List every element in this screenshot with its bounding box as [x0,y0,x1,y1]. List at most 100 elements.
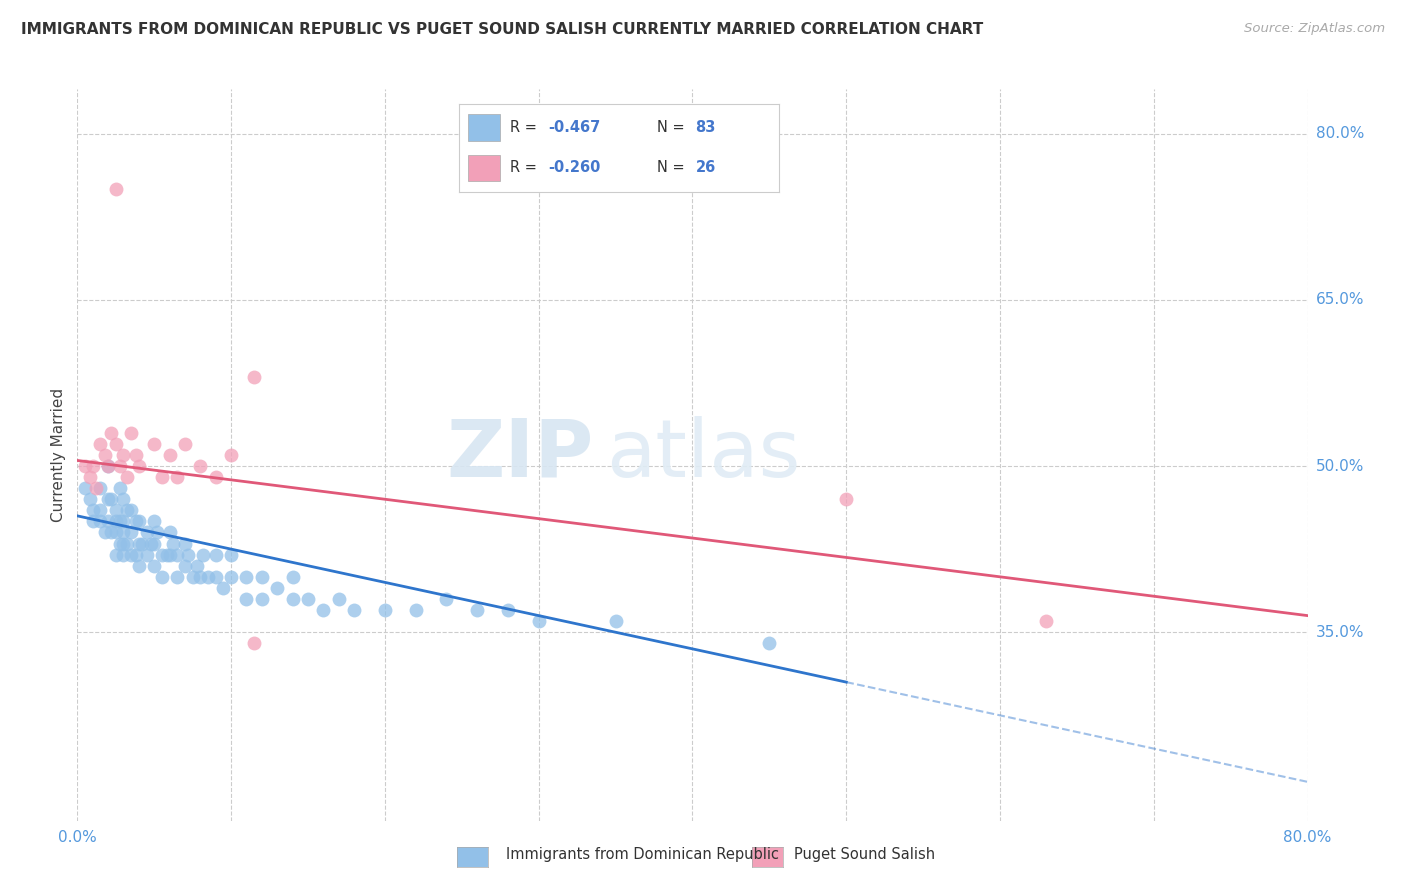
Point [150,470,173,484]
Point [188,458,212,473]
Point [166,570,188,584]
Point [219,570,242,584]
Point [496,603,519,617]
Point [125,515,148,529]
Point [146,525,169,540]
Point [84,481,107,495]
Point [120,548,142,562]
Point [159,448,181,462]
Point [110,458,132,473]
Point [112,525,135,540]
Point [174,437,197,451]
Text: 65.0%: 65.0% [1316,293,1364,307]
Point [110,515,132,529]
Point [128,558,150,573]
Point [97,515,120,529]
Point [73,458,96,473]
Point [97,492,120,507]
Text: 80.0%: 80.0% [1316,126,1364,141]
Point [82,503,104,517]
Point [79,492,101,507]
Point [141,536,163,550]
Point [758,636,780,650]
Point [204,548,226,562]
Point [527,614,550,628]
Point [1035,614,1057,628]
Point [243,370,266,384]
Point [110,481,132,495]
Point [125,448,148,462]
Point [89,503,111,517]
Point [89,515,111,529]
Point [143,515,166,529]
Point [605,614,627,628]
Point [104,437,127,451]
Point [174,536,197,550]
Point [82,515,104,529]
Point [94,448,117,462]
Point [174,558,197,573]
Point [166,470,188,484]
Text: 35.0%: 35.0% [1316,624,1364,640]
Point [128,458,150,473]
Point [150,570,173,584]
Point [135,548,157,562]
Text: IMMIGRANTS FROM DOMINICAN REPUBLIC VS PUGET SOUND SALISH CURRENTLY MARRIED CORRE: IMMIGRANTS FROM DOMINICAN REPUBLIC VS PU… [21,22,983,37]
Text: Source: ZipAtlas.com: Source: ZipAtlas.com [1244,22,1385,36]
Point [436,592,458,607]
Point [94,525,117,540]
Point [193,548,215,562]
Text: atlas: atlas [606,416,800,494]
Point [343,603,366,617]
Point [89,481,111,495]
Point [100,492,122,507]
Point [100,425,122,440]
Point [112,536,135,550]
Point [120,525,142,540]
Point [125,548,148,562]
Point [79,470,101,484]
Text: Immigrants from Dominican Republic: Immigrants from Dominican Republic [506,847,779,862]
Point [166,548,188,562]
Text: ZIP: ZIP [447,416,595,494]
Point [266,581,288,595]
Point [143,437,166,451]
Y-axis label: Currently Married: Currently Married [51,388,66,522]
Point [112,515,135,529]
Point [104,515,127,529]
Point [188,570,212,584]
Point [73,481,96,495]
Point [135,525,157,540]
Text: Puget Sound Salish: Puget Sound Salish [794,847,935,862]
Point [219,448,242,462]
Point [212,581,235,595]
Point [181,570,204,584]
Point [405,603,427,617]
Point [131,536,153,550]
Point [835,492,858,507]
Point [104,548,127,562]
Point [312,603,335,617]
Point [159,548,181,562]
Point [104,503,127,517]
Point [235,592,257,607]
Point [162,536,184,550]
Text: 50.0%: 50.0% [1316,458,1364,474]
Point [112,448,135,462]
Point [112,492,135,507]
Point [115,470,138,484]
Point [143,558,166,573]
Point [89,437,111,451]
Point [100,525,122,540]
Point [243,636,266,650]
Point [235,570,257,584]
Point [177,548,200,562]
Point [120,425,142,440]
Point [104,525,127,540]
Point [159,525,181,540]
Point [204,470,226,484]
Point [128,515,150,529]
Point [115,536,138,550]
Point [155,548,177,562]
Point [197,570,219,584]
